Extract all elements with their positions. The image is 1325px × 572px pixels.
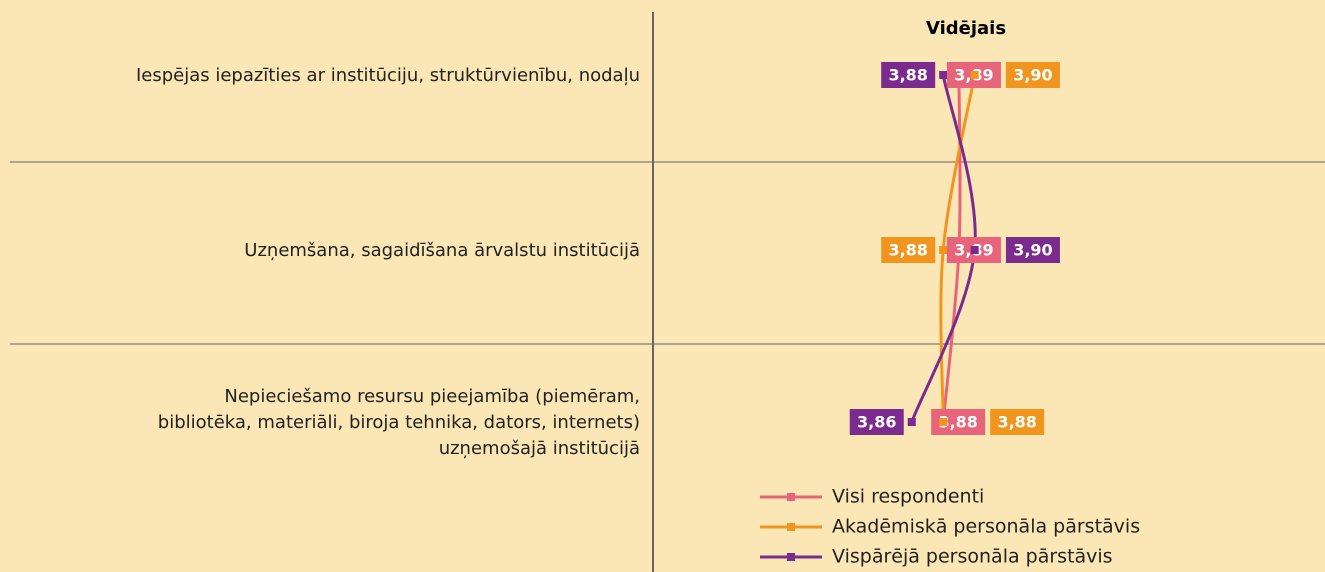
- value-label: 3,86: [857, 413, 896, 432]
- legend-marker: [787, 553, 795, 561]
- value-label: 3,88: [997, 413, 1036, 432]
- value-label-box: [881, 62, 936, 88]
- marker: [939, 246, 948, 254]
- value-label: 3,88: [938, 413, 977, 432]
- category-label: Iespējas iepazīties ar institūciju, stru…: [136, 65, 640, 86]
- value-label: 3,88: [888, 241, 927, 260]
- legend-label: Visi respondenti: [832, 486, 984, 508]
- legend-label: Vispārējā personāla pārstāvis: [832, 546, 1113, 568]
- marker: [939, 71, 948, 79]
- value-label-box: [849, 409, 904, 435]
- legend-marker: [787, 523, 795, 531]
- value-label-box: [1005, 237, 1060, 263]
- category-label: Nepieciešamo resursu pieejamība (piemēra…: [158, 386, 640, 459]
- value-label-box: [990, 409, 1045, 435]
- marker: [907, 418, 916, 426]
- value-label: 3,88: [888, 66, 927, 85]
- header: Vidējais: [926, 18, 1006, 39]
- category-line: uzņemošajā institūcijā: [439, 438, 640, 459]
- legend-marker: [787, 493, 795, 501]
- marker: [970, 71, 979, 79]
- value-label-box: [1005, 62, 1060, 88]
- value-label-box: [881, 237, 936, 263]
- category-line: Nepieciešamo resursu pieejamība (piemēra…: [224, 386, 640, 407]
- legend-label: Akadēmiskā personāla pārstāvis: [832, 516, 1140, 538]
- value-label: 3,90: [1013, 66, 1052, 85]
- category-label: Uzņemšana, sagaidīšana ārvalstu institūc…: [244, 240, 640, 261]
- marker: [939, 418, 948, 426]
- category-line: bibliotēka, materiāli, biroja tehnika, d…: [158, 412, 640, 433]
- value-label: 3,90: [1013, 241, 1052, 260]
- marker: [970, 246, 979, 254]
